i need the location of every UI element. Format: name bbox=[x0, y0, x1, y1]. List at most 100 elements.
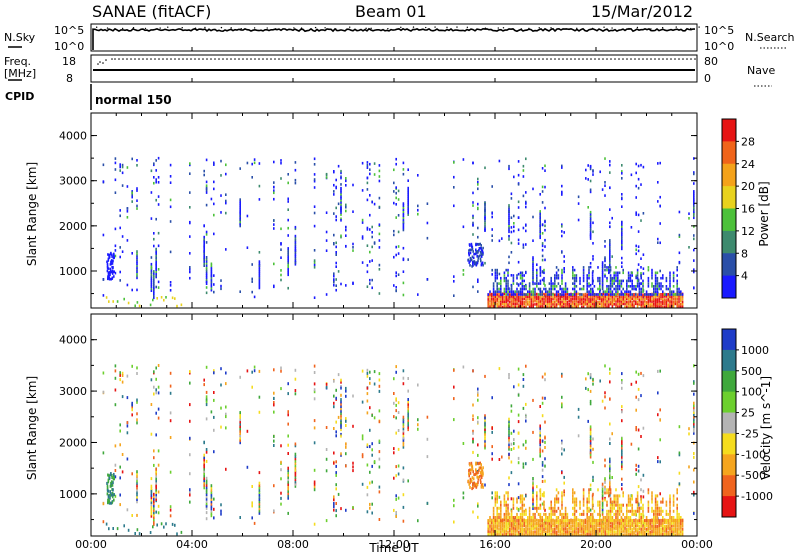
nave-point bbox=[626, 58, 628, 60]
power-cell bbox=[621, 172, 623, 175]
power-cell bbox=[555, 271, 558, 275]
power-cell bbox=[189, 235, 191, 238]
velocity-cell bbox=[563, 532, 565, 536]
power-cell bbox=[579, 287, 581, 291]
velocity-cell bbox=[570, 519, 572, 523]
power-cell bbox=[131, 191, 133, 195]
velocity-cell bbox=[568, 526, 570, 530]
velocity-cell bbox=[155, 411, 157, 415]
nave-point bbox=[526, 58, 528, 60]
power-cell bbox=[617, 295, 619, 298]
power-cell bbox=[589, 237, 592, 240]
velocity-cell bbox=[635, 370, 637, 374]
power-cell bbox=[672, 295, 675, 298]
velocity-cell bbox=[514, 519, 516, 523]
velocity-cell bbox=[508, 431, 510, 435]
velocity-cell bbox=[601, 508, 604, 512]
power-cell bbox=[588, 268, 590, 272]
velocity-cell bbox=[601, 492, 604, 495]
velocity-cell bbox=[517, 482, 520, 486]
velocity-cell bbox=[532, 500, 534, 504]
power-cell bbox=[189, 266, 191, 269]
nave-point bbox=[538, 58, 540, 60]
power-cell bbox=[153, 244, 155, 248]
power-cell bbox=[505, 293, 507, 296]
power-cell bbox=[505, 305, 507, 308]
power-cell bbox=[680, 293, 682, 296]
power-cell bbox=[393, 181, 395, 185]
power-cell bbox=[561, 230, 563, 233]
velocity-cell bbox=[131, 403, 133, 407]
velocity-cell bbox=[205, 390, 208, 394]
power-cell bbox=[126, 283, 129, 287]
power-cell bbox=[503, 276, 506, 280]
power-cell bbox=[155, 159, 157, 162]
velocity-cell bbox=[246, 465, 249, 469]
power-cell bbox=[508, 214, 510, 217]
velocity-cell bbox=[613, 526, 615, 530]
power-cell bbox=[606, 268, 608, 272]
power-cell bbox=[649, 303, 651, 306]
power-cell bbox=[210, 262, 213, 266]
velocity-cell bbox=[472, 431, 474, 435]
power-cell bbox=[484, 209, 486, 212]
velocity-cell bbox=[477, 416, 479, 420]
power-cell bbox=[543, 302, 545, 306]
velocity-cell bbox=[220, 512, 222, 516]
velocity-cell bbox=[532, 516, 534, 519]
nave-point bbox=[238, 58, 240, 60]
power-cell bbox=[378, 246, 381, 249]
power-cell bbox=[561, 234, 563, 238]
velocity-cell bbox=[647, 503, 650, 507]
velocity-cell bbox=[532, 457, 534, 461]
power-cell bbox=[591, 293, 594, 296]
velocity-cell bbox=[500, 524, 502, 528]
power-cell bbox=[693, 208, 695, 211]
velocity-cell bbox=[559, 527, 561, 531]
power-cell bbox=[402, 161, 405, 165]
power-cell bbox=[225, 193, 227, 196]
velocity-cell bbox=[494, 527, 497, 531]
power-cell bbox=[516, 276, 518, 280]
power-cell bbox=[640, 293, 642, 296]
velocity-cell bbox=[693, 404, 695, 407]
velocity-cell bbox=[340, 393, 342, 397]
power-cell bbox=[640, 305, 642, 308]
power-cell bbox=[258, 184, 261, 188]
power-cell bbox=[546, 300, 549, 304]
nave-point bbox=[466, 58, 468, 60]
power-cell bbox=[532, 305, 534, 309]
power-cell bbox=[649, 300, 651, 303]
power-cell bbox=[633, 305, 635, 308]
power-cell bbox=[426, 202, 429, 205]
power-cell bbox=[601, 277, 604, 281]
power-cell bbox=[570, 303, 572, 306]
power-cell bbox=[636, 302, 639, 306]
velocity-cell bbox=[500, 521, 502, 525]
power-cell bbox=[608, 285, 610, 288]
power-cell bbox=[599, 279, 601, 283]
velocity-cell bbox=[621, 444, 623, 448]
power-cell bbox=[676, 293, 678, 296]
velocity-cell bbox=[532, 502, 534, 506]
velocity-cell bbox=[340, 409, 342, 413]
power-cell bbox=[627, 302, 630, 306]
velocity-cell bbox=[600, 530, 603, 533]
velocity-cell bbox=[693, 441, 695, 445]
power-cell bbox=[108, 256, 110, 259]
velocity-cell bbox=[210, 486, 213, 490]
power-cell bbox=[371, 245, 373, 249]
power-cell bbox=[676, 274, 678, 277]
nsearch-point bbox=[412, 26, 415, 28]
power-cell bbox=[587, 178, 589, 181]
power-cell bbox=[554, 274, 556, 277]
velocity-cell bbox=[473, 481, 475, 485]
power-cell bbox=[620, 285, 623, 288]
power-cell bbox=[205, 291, 208, 295]
power-cell bbox=[340, 211, 342, 214]
velocity-cell bbox=[539, 494, 542, 498]
velocity-cell bbox=[106, 486, 109, 490]
power-cell bbox=[557, 293, 560, 296]
power-cell bbox=[572, 266, 574, 269]
velocity-cell bbox=[589, 376, 592, 380]
